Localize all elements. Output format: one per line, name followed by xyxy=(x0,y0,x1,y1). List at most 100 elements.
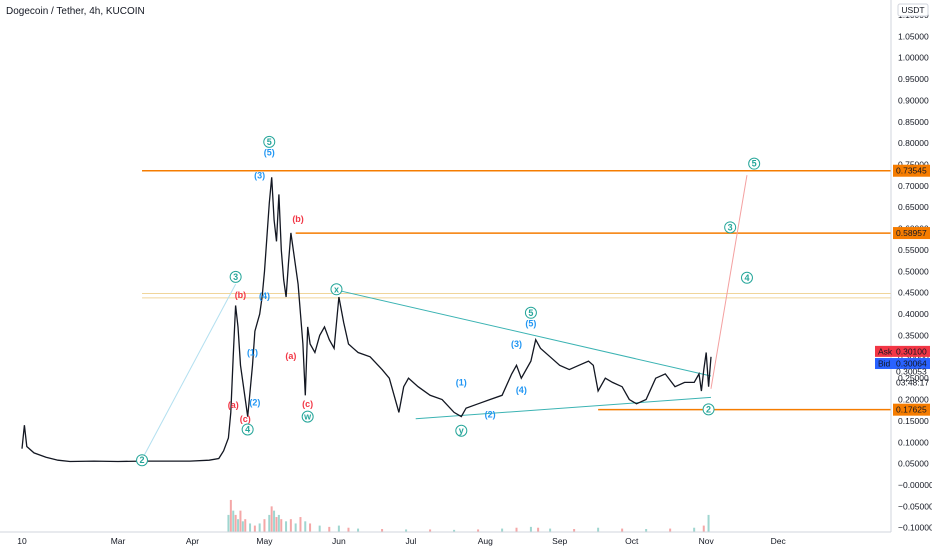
overlay-lines xyxy=(141,169,891,460)
y-tick-label: 0.25000 xyxy=(898,373,929,383)
wave-label: (2) xyxy=(485,409,496,419)
x-axis[interactable]: 10 Mar Apr May Jun Jul Aug Sep Oct Nov Dec xyxy=(17,536,786,546)
wave-label: (3) xyxy=(254,171,265,181)
price-series xyxy=(21,177,712,463)
volume-bar xyxy=(702,525,705,532)
y-tick-label: 0.95000 xyxy=(898,74,929,84)
volume-bar xyxy=(309,523,312,532)
volume-bar xyxy=(253,525,256,532)
x-tick-label: Jul xyxy=(405,536,416,546)
volume-bar xyxy=(249,523,252,532)
volume-bar xyxy=(707,514,710,532)
volume-bar xyxy=(347,527,350,532)
volume-bar xyxy=(453,529,456,532)
y-tick-label: 1.05000 xyxy=(898,31,929,41)
volume-bar xyxy=(429,529,432,532)
volume-bar xyxy=(669,528,672,532)
wave-label: (b) xyxy=(292,214,304,224)
y-axis[interactable]: 1.100001.050001.000000.950000.900000.850… xyxy=(898,10,932,533)
wave-label: w xyxy=(303,412,312,422)
y-tick-label: 0.45000 xyxy=(898,288,929,298)
volume-bar xyxy=(299,517,302,532)
quote-tag-name: Bid xyxy=(878,359,891,369)
volume-bar xyxy=(501,528,504,532)
currency-label: USDT xyxy=(901,5,924,15)
trendline-2 xyxy=(141,283,237,460)
x-tick-label: Dec xyxy=(771,536,787,546)
y-tick-label: 0.05000 xyxy=(898,459,929,469)
wave-label: 3 xyxy=(728,222,733,232)
wave-label: (a) xyxy=(285,351,296,361)
y-tick-label: −0.10000 xyxy=(898,523,932,533)
volume-bar xyxy=(277,514,280,532)
volume-bar xyxy=(234,514,237,532)
last-price: 0.30053 xyxy=(896,367,927,377)
wave-circle xyxy=(455,424,468,437)
wave-circle xyxy=(724,221,737,234)
price-tags: 0.73545 0.58957 0.17625 Ask 0.30100 Bid 0.3006… xyxy=(875,164,930,416)
x-tick-label: Apr xyxy=(186,536,199,546)
wave-label: 2 xyxy=(140,455,145,465)
volume-bar xyxy=(285,521,288,532)
currency-badge[interactable] xyxy=(897,3,929,17)
y-tick-label: 0.90000 xyxy=(898,95,929,105)
wave-circle xyxy=(748,157,761,170)
wave-label: 5 xyxy=(267,137,272,147)
wave-label: (a) xyxy=(228,400,239,410)
volume-bar xyxy=(275,517,278,532)
wave-circle xyxy=(136,454,149,467)
wave-circle xyxy=(263,135,276,148)
volume-bar xyxy=(597,527,600,532)
wave-label: (4) xyxy=(516,385,527,395)
x-tick-label: Oct xyxy=(625,536,639,546)
level-tag xyxy=(893,403,930,416)
wave-label: 4 xyxy=(245,424,250,434)
volume-bar xyxy=(239,510,242,532)
trendline-1 xyxy=(415,396,711,420)
y-tick-label: 0.35000 xyxy=(898,330,929,340)
trendline-0 xyxy=(338,290,712,377)
wave-circle xyxy=(330,283,343,296)
wave-circle xyxy=(740,271,753,284)
level-tag-value: 0.17625 xyxy=(896,405,927,415)
volume-bar xyxy=(405,529,408,532)
quote-tag-value-bg xyxy=(893,358,930,370)
wave-label: (3) xyxy=(511,339,522,349)
volume-bar xyxy=(304,521,307,532)
wave-circle xyxy=(524,306,537,319)
quote-tag-value: 0.30064 xyxy=(896,359,927,369)
volume-bar xyxy=(573,529,576,532)
volume-bar xyxy=(477,529,480,532)
volume-bar xyxy=(227,514,230,532)
volume-bar xyxy=(229,499,232,532)
quote-tag-value: 0.30100 xyxy=(896,346,927,356)
chart-title: Dogecoin / Tether, 4h, KUCOIN xyxy=(6,6,145,17)
volume-bar xyxy=(237,519,240,532)
y-tick-label: 0.10000 xyxy=(898,437,929,447)
volume-bar xyxy=(381,529,384,532)
level-tag xyxy=(893,164,930,177)
volume-bar xyxy=(621,528,624,532)
wave-label: 3 xyxy=(233,272,238,282)
volume-bar xyxy=(232,510,235,532)
quote-tag-value-bg xyxy=(893,345,930,357)
wave-label: (c) xyxy=(302,399,313,409)
wave-label: (b) xyxy=(235,290,247,300)
volume-bar xyxy=(318,525,321,532)
wave-label: y xyxy=(459,426,464,436)
bar-countdown: 03:48:17 xyxy=(896,378,929,388)
y-tick-label: 0.75000 xyxy=(898,160,929,170)
wave-circle xyxy=(702,403,715,416)
y-tick-label: 1.00000 xyxy=(898,53,929,63)
x-tick-label: Nov xyxy=(699,536,715,546)
wave-circle xyxy=(241,423,254,436)
quote-tag-name-bg xyxy=(875,345,893,357)
y-tick-label: 0.55000 xyxy=(898,245,929,255)
y-tick-label: −0.00000 xyxy=(898,480,932,490)
y-tick-label: 0.70000 xyxy=(898,181,929,191)
y-tick-label: 0.65000 xyxy=(898,202,929,212)
level-tag xyxy=(893,227,930,240)
volume-bar xyxy=(273,510,276,532)
y-tick-label: 0.50000 xyxy=(898,266,929,276)
